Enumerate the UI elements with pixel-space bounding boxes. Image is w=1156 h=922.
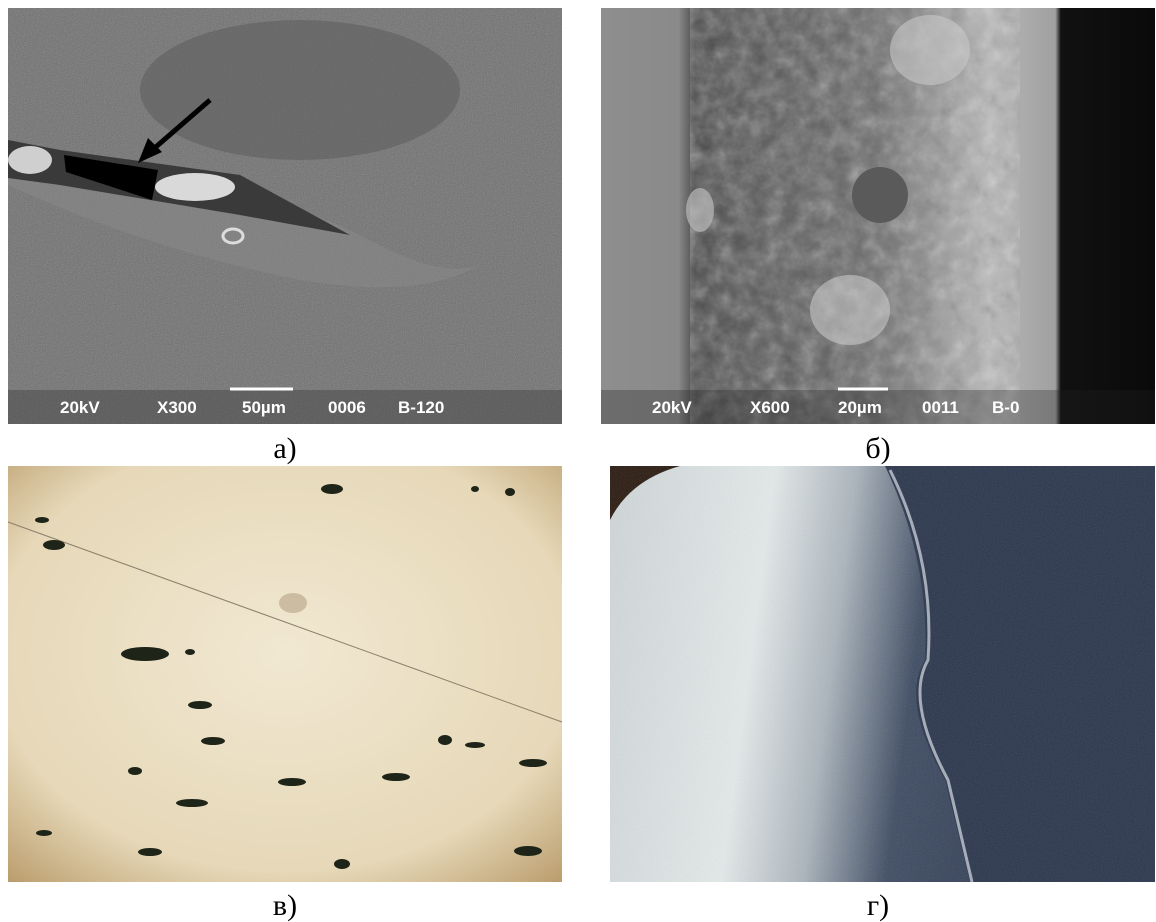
panel-a: 20kV X300 50µm 0006 B-120	[8, 8, 562, 424]
image-number: 0011	[922, 398, 959, 417]
scale: 50µm	[242, 398, 286, 417]
sample: B-120	[398, 398, 444, 417]
panel-d	[610, 466, 1155, 883]
magnification: X300	[157, 398, 197, 417]
sample: B-0	[992, 398, 1019, 417]
caption: а)	[273, 432, 296, 465]
scale: 20µm	[838, 398, 882, 417]
caption: в)	[273, 889, 297, 922]
magnification: X600	[750, 398, 790, 417]
voltage: 20kV	[60, 398, 100, 417]
caption: б)	[865, 432, 890, 465]
panel-b: 20kV X600 20µm 0011 B-0	[601, 8, 1155, 424]
image-number: 0006	[328, 398, 366, 417]
voltage: 20kV	[652, 398, 692, 417]
panel-c	[7, 466, 563, 882]
caption: г)	[867, 889, 889, 922]
